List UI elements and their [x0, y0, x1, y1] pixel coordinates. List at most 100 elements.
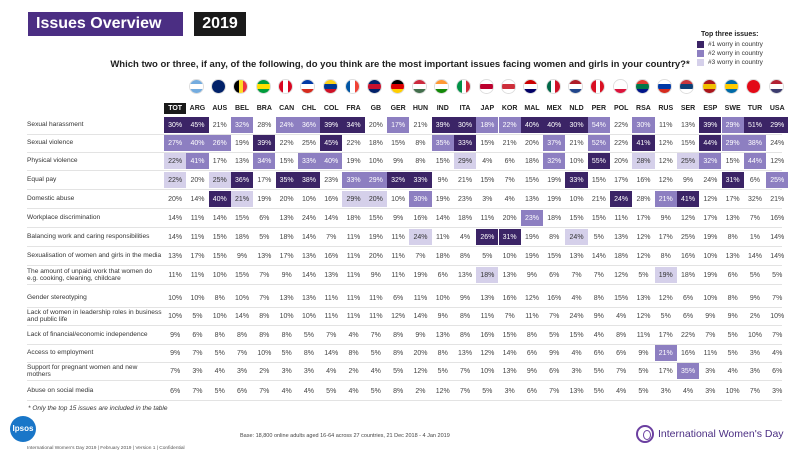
table-cell: 18% — [346, 214, 361, 222]
flag-stripe — [234, 80, 239, 93]
row-divider — [27, 400, 782, 401]
ipsos-logo: Ipsos — [10, 416, 36, 442]
row-divider — [27, 325, 782, 326]
table-cell: 10% — [435, 294, 450, 302]
table-cell: 26% — [476, 229, 499, 245]
table-cell: 6% — [727, 271, 738, 279]
table-cell: 14% — [413, 312, 428, 320]
table-cell: 29% — [342, 191, 365, 207]
flag-stripe — [189, 80, 203, 85]
legend-label-1: #1 worry in country — [708, 41, 763, 48]
flag-stripe — [323, 84, 337, 89]
flag-stripe — [301, 84, 315, 89]
table-cell: 3% — [236, 367, 248, 375]
table-cell: 4% — [571, 294, 582, 302]
flag-stripe — [345, 80, 351, 93]
table-cell: 37% — [543, 135, 566, 151]
flag-stripe — [599, 80, 605, 93]
table-cell: 5% — [593, 367, 604, 375]
table-cell: 20% — [279, 195, 294, 203]
table-cell: 6% — [526, 387, 537, 395]
table-cell: 19% — [235, 139, 250, 147]
chile-flag-icon — [300, 79, 316, 94]
table-cell: 22% — [681, 331, 696, 339]
table-cell: 3% — [504, 387, 515, 395]
table-cell: 6% — [549, 271, 560, 279]
table-cell: 13% — [301, 252, 316, 260]
table-cell: 52% — [587, 135, 610, 151]
table-cell: 33% — [342, 172, 365, 188]
flag-stripe — [354, 80, 359, 93]
table-cell: 7% — [415, 252, 426, 260]
flag-stripe — [301, 80, 315, 85]
table-cell: 9% — [682, 176, 694, 184]
table-cell: 21% — [654, 345, 677, 361]
table-cell: 11% — [703, 349, 718, 357]
table-cell: 6% — [437, 271, 448, 279]
flag-stripe — [479, 80, 493, 85]
table-cell: 22% — [279, 139, 294, 147]
flag-stripe — [466, 80, 471, 93]
flag-stripe — [238, 80, 244, 93]
table-cell: 17% — [703, 214, 718, 222]
table-cell: 17% — [636, 214, 651, 222]
table-cell: 32% — [387, 172, 410, 188]
table-cell: 22% — [614, 121, 629, 129]
table-cell: 40% — [543, 117, 566, 133]
column-header-arg: ARG — [189, 105, 206, 112]
column-header-gb: GB — [370, 105, 382, 112]
flag-stripe — [635, 84, 649, 89]
column-header-mex: MEX — [546, 105, 562, 112]
table-cell: 40% — [186, 135, 209, 151]
table-cell: 16% — [681, 252, 696, 260]
table-cell: 13% — [502, 367, 517, 375]
table-cell: 18% — [368, 139, 383, 147]
table-cell: 9% — [705, 312, 716, 320]
flag-stripe — [658, 80, 672, 85]
flag-stripe — [595, 80, 600, 93]
table-cell: 3% — [772, 387, 783, 395]
table-cell: 20% — [364, 191, 387, 207]
table-cell: 8% — [259, 312, 270, 320]
flag-stripe — [524, 88, 538, 93]
table-cell: 3% — [192, 367, 203, 375]
table-cell: 18% — [476, 267, 499, 283]
legend-swatch-3 — [697, 59, 704, 66]
legend-swatch-2 — [697, 50, 704, 57]
flag-stripe — [680, 88, 694, 93]
table-cell: 4% — [214, 367, 225, 375]
table-cell: 15% — [435, 157, 450, 165]
table-cell: 45% — [186, 117, 209, 133]
table-cell: 2% — [415, 387, 426, 395]
table-cell: 8% — [393, 387, 404, 395]
table-cell: 13% — [257, 252, 272, 260]
flag-stripe — [725, 80, 738, 85]
page-title: Issues Overview — [28, 12, 183, 36]
table-cell: 3% — [660, 387, 671, 395]
table-cell: 29% — [721, 135, 744, 151]
table-cell: 3% — [303, 367, 314, 375]
flag-stripe — [283, 80, 288, 93]
table-cell: 14% — [324, 214, 339, 222]
table-cell: 34% — [253, 153, 276, 169]
table-cell: 6% — [526, 349, 537, 357]
row-divider — [27, 284, 782, 285]
peru-flag-icon — [590, 79, 606, 94]
legend: Top three issues: #1 worry in country #2… — [697, 31, 787, 67]
table-cell: 11% — [480, 214, 495, 222]
table-cell: 12% — [636, 233, 651, 241]
table-cell: 12% — [524, 294, 539, 302]
column-header-pol: POL — [613, 105, 629, 112]
column-header-hun: HUN — [412, 105, 429, 112]
table-cell: 8% — [549, 233, 560, 241]
table-cell: 41% — [632, 135, 655, 151]
flag-stripe — [591, 80, 596, 93]
sweden-flag-icon — [724, 79, 739, 94]
table-cell: 8% — [727, 294, 738, 302]
table-cell: 7% — [549, 387, 560, 395]
table-cell: 33% — [565, 172, 588, 188]
table-cell: 24% — [770, 139, 785, 147]
table-cell: 12% — [636, 312, 651, 320]
netherlands-flag-icon — [567, 79, 583, 94]
flag-stripe — [256, 88, 270, 93]
